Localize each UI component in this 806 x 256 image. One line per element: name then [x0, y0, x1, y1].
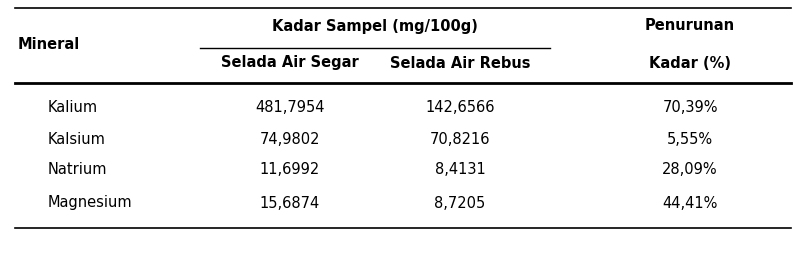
- Text: 11,6992: 11,6992: [260, 163, 320, 177]
- Text: 481,7954: 481,7954: [256, 101, 325, 115]
- Text: Kalium: Kalium: [48, 101, 98, 115]
- Text: 70,39%: 70,39%: [663, 101, 718, 115]
- Text: Penurunan: Penurunan: [645, 18, 735, 34]
- Text: Kadar Sampel (mg/100g): Kadar Sampel (mg/100g): [272, 18, 478, 34]
- Text: 8,7205: 8,7205: [434, 196, 486, 210]
- Text: Mineral: Mineral: [18, 37, 81, 52]
- Text: 74,9802: 74,9802: [260, 132, 320, 146]
- Text: 5,55%: 5,55%: [667, 132, 713, 146]
- Text: Selada Air Rebus: Selada Air Rebus: [390, 56, 530, 70]
- Text: Kadar (%): Kadar (%): [649, 56, 731, 70]
- Text: Kalsium: Kalsium: [48, 132, 106, 146]
- Text: Magnesium: Magnesium: [48, 196, 133, 210]
- Text: 8,4131: 8,4131: [434, 163, 485, 177]
- Text: 44,41%: 44,41%: [663, 196, 717, 210]
- Text: 15,6874: 15,6874: [260, 196, 320, 210]
- Text: 142,6566: 142,6566: [426, 101, 495, 115]
- Text: 28,09%: 28,09%: [663, 163, 718, 177]
- Text: Selada Air Segar: Selada Air Segar: [221, 56, 359, 70]
- Text: 70,8216: 70,8216: [430, 132, 490, 146]
- Text: Natrium: Natrium: [48, 163, 107, 177]
